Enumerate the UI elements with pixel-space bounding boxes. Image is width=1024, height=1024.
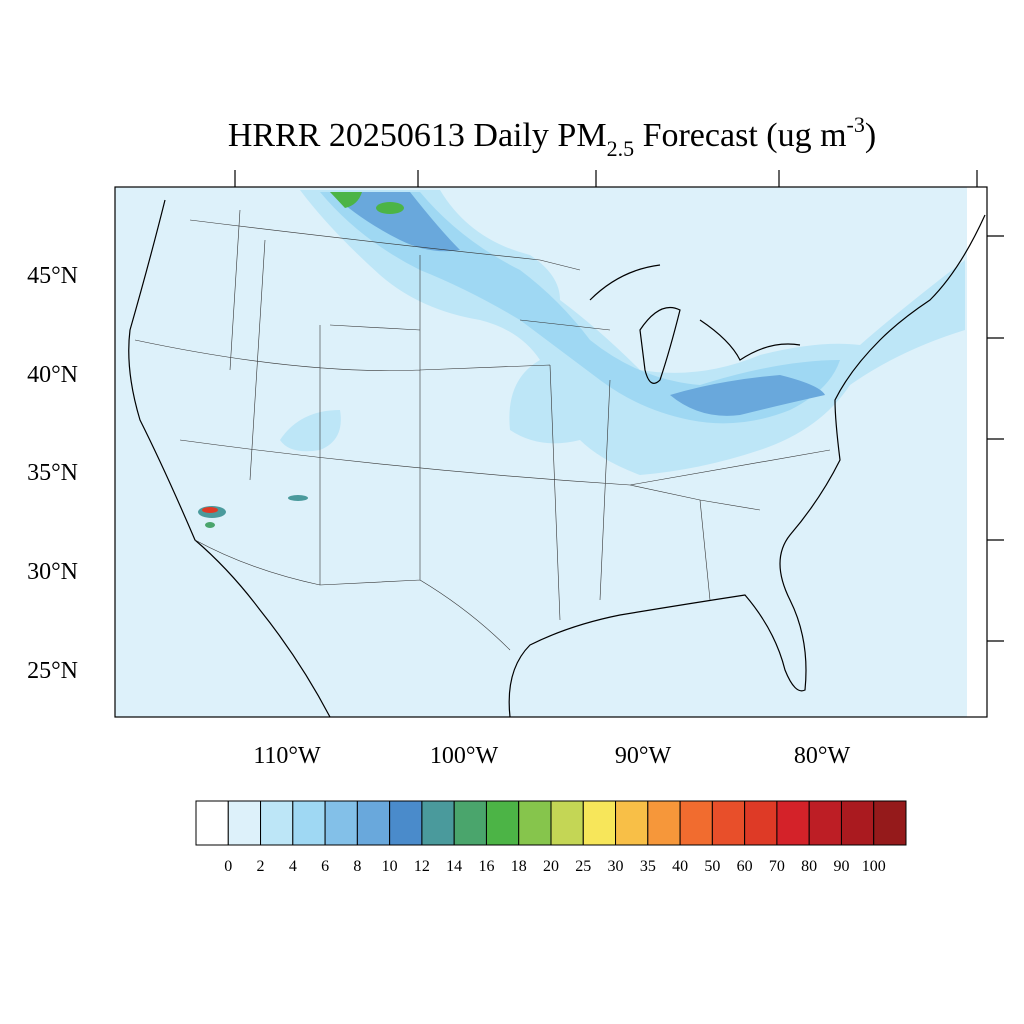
coastline xyxy=(128,199,331,718)
lat-label: 40°N xyxy=(27,362,78,388)
map-edge xyxy=(967,187,987,717)
colorbar-box xyxy=(711,800,746,846)
lon-labels: 110°W 100°W 90°W 80°W xyxy=(253,743,850,769)
colorbar-box xyxy=(744,800,778,846)
colorbar-label: 10 xyxy=(382,858,398,875)
title: HRRR 20250613 Daily PM2.5 Forecast (ug m… xyxy=(228,112,876,161)
colorbar-label: 35 xyxy=(640,858,656,875)
colorbar-label: 90 xyxy=(833,858,849,875)
map-frame xyxy=(114,186,988,718)
state-lines xyxy=(134,209,831,651)
colorbar-label: 14 xyxy=(446,858,462,875)
colorbar-label: 6 xyxy=(321,858,329,875)
lat-label: 45°N xyxy=(27,263,78,289)
colorbar-box xyxy=(260,800,294,846)
colorbar-label: 80 xyxy=(801,858,817,875)
colorbar-label: 70 xyxy=(769,858,785,875)
plume xyxy=(330,192,362,208)
title-main: HRRR 20250613 Daily PM xyxy=(228,117,607,154)
map xyxy=(114,170,1004,718)
colorbar-label: 12 xyxy=(414,858,430,875)
colorbar-label: 50 xyxy=(704,858,720,875)
lon-label: 90°W xyxy=(615,743,672,769)
colorbar-box xyxy=(776,800,810,846)
plume xyxy=(280,410,341,452)
colorbar-box xyxy=(873,800,907,846)
colorbar-box xyxy=(550,800,584,846)
lat-label: 25°N xyxy=(27,658,78,684)
colorbar-box xyxy=(615,800,649,846)
plume xyxy=(376,202,404,214)
colorbar-label: 60 xyxy=(737,858,753,875)
colorbar-label: 18 xyxy=(511,858,527,875)
lat-label: 30°N xyxy=(27,559,78,585)
colorbar-label: 4 xyxy=(289,858,297,875)
colorbar-label: 16 xyxy=(478,858,494,875)
title-end: ) xyxy=(865,117,876,154)
colorbar-label: 20 xyxy=(543,858,559,875)
colorbar-label: 30 xyxy=(608,858,624,875)
plume xyxy=(670,375,825,416)
title-sup: -3 xyxy=(847,112,865,137)
lon-label: 110°W xyxy=(253,743,321,769)
colorbar-label: 2 xyxy=(257,858,265,875)
colorbar-label: 40 xyxy=(672,858,688,875)
colorbar-label: 100 xyxy=(862,858,886,875)
colorbar-box xyxy=(582,800,617,846)
colorbar-box xyxy=(647,800,681,846)
fire xyxy=(205,522,215,528)
fire xyxy=(202,507,218,513)
lat-labels: 45°N 40°N 35°N 30°N 25°N xyxy=(27,263,78,684)
colorbar-box xyxy=(679,800,713,846)
border xyxy=(189,219,581,271)
colorbar-box xyxy=(840,800,875,846)
lakes xyxy=(589,264,801,384)
colorbar-box xyxy=(485,800,520,846)
colorbar-box xyxy=(227,800,262,846)
colorbar-label: 25 xyxy=(575,858,591,875)
ticks xyxy=(234,170,1004,642)
lon-label: 80°W xyxy=(794,743,851,769)
colorbar-label: 8 xyxy=(353,858,361,875)
colorbar: 0 2 4 6 8 10 12 14 16 18 20 25 30 35 40 50 60 70 80 90 100 xyxy=(195,800,907,875)
colorbar-box xyxy=(324,800,358,846)
colorbar-box xyxy=(195,800,229,846)
colorbar-box xyxy=(453,800,487,846)
plume xyxy=(288,495,308,501)
lon-label: 100°W xyxy=(430,743,499,769)
colorbar-box xyxy=(421,800,455,846)
colorbar-box xyxy=(808,800,842,846)
colorbar-box xyxy=(292,800,326,846)
title-sub: 2.5 xyxy=(607,136,635,161)
plume xyxy=(330,192,460,252)
title-rest: Forecast (ug m xyxy=(634,117,846,154)
colorbar-label: 0 xyxy=(224,858,232,875)
coastline xyxy=(508,214,986,718)
colorbar-box xyxy=(518,800,552,846)
lat-label: 35°N xyxy=(27,460,78,486)
colorbar-box xyxy=(389,800,423,846)
colorbar-box xyxy=(356,800,391,846)
